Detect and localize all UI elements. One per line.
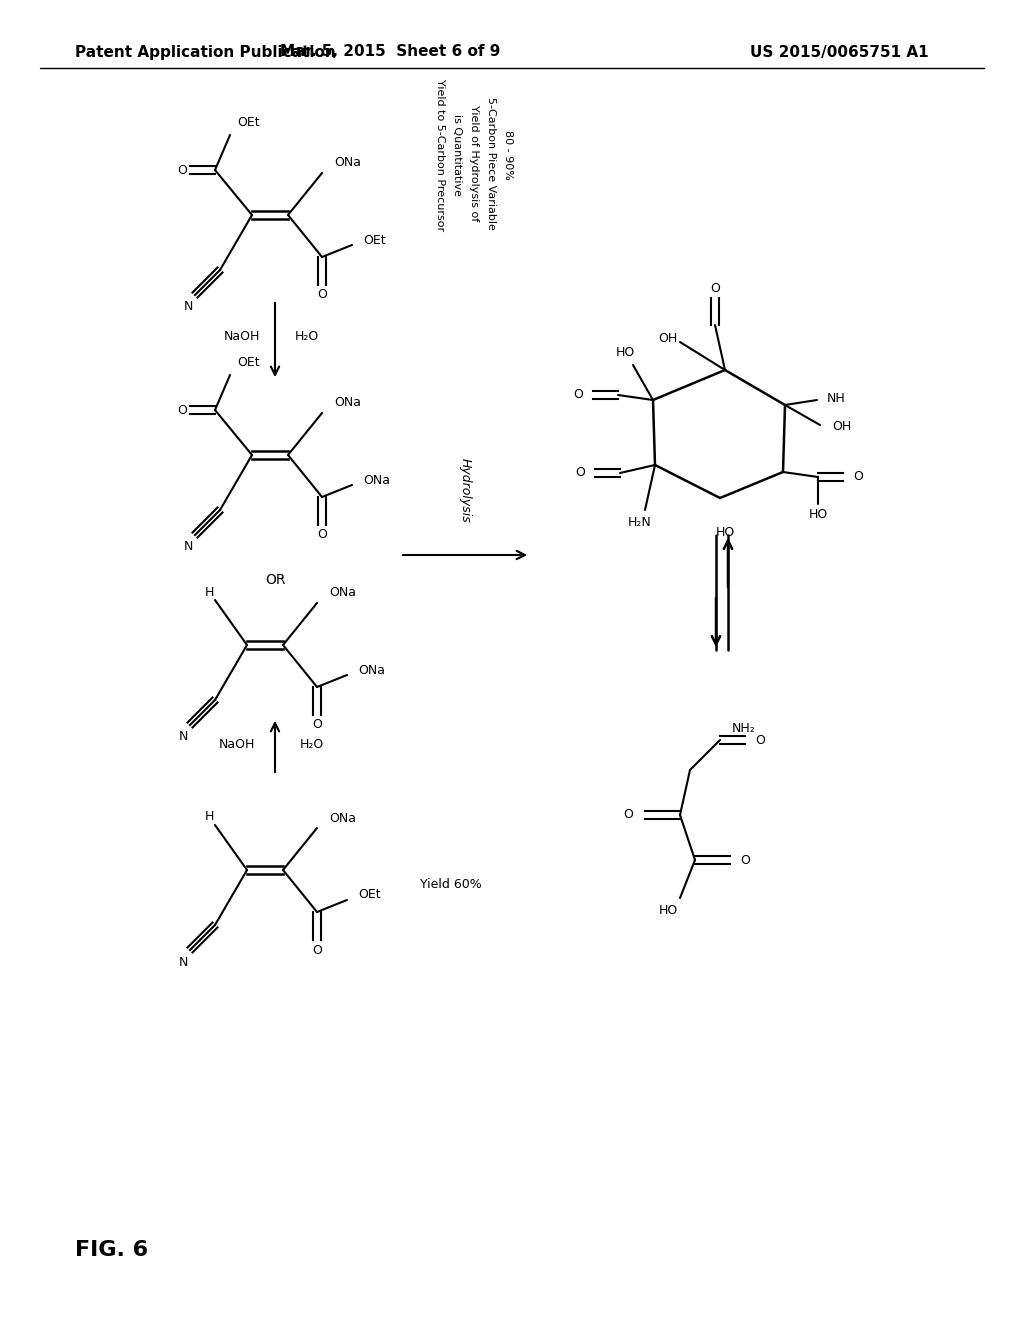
- Text: O: O: [575, 466, 585, 479]
- Text: OEt: OEt: [362, 234, 386, 247]
- Text: H₂N: H₂N: [628, 516, 652, 529]
- Text: ONa: ONa: [329, 812, 356, 825]
- Text: O: O: [312, 718, 322, 731]
- Text: H₂O: H₂O: [295, 330, 319, 343]
- Text: O: O: [853, 470, 863, 483]
- Text: FIG. 6: FIG. 6: [75, 1239, 148, 1261]
- Text: H: H: [205, 810, 214, 824]
- Text: NH₂: NH₂: [732, 722, 756, 734]
- Text: Patent Application Publication: Patent Application Publication: [75, 45, 336, 59]
- Text: O: O: [755, 734, 765, 747]
- Text: Hydrolysis: Hydrolysis: [459, 458, 471, 523]
- Text: OH: OH: [658, 331, 678, 345]
- Text: N: N: [178, 956, 187, 969]
- Text: NaOH: NaOH: [219, 738, 255, 751]
- Text: ONa: ONa: [334, 396, 361, 409]
- Text: H₂O: H₂O: [300, 738, 325, 751]
- Text: OEt: OEt: [237, 356, 260, 370]
- Text: NH: NH: [827, 392, 846, 404]
- Text: O: O: [177, 164, 187, 177]
- Text: 80 - 90%: 80 - 90%: [503, 131, 513, 180]
- Text: US 2015/0065751 A1: US 2015/0065751 A1: [750, 45, 929, 59]
- Text: O: O: [710, 281, 720, 294]
- Text: HO: HO: [808, 507, 827, 520]
- Text: O: O: [177, 404, 187, 417]
- Text: Mar. 5, 2015  Sheet 6 of 9: Mar. 5, 2015 Sheet 6 of 9: [280, 45, 500, 59]
- Text: OH: OH: [831, 421, 851, 433]
- Text: HO: HO: [615, 346, 635, 359]
- Text: O: O: [573, 388, 583, 401]
- Text: NaOH: NaOH: [223, 330, 260, 343]
- Text: is Quantitative: is Quantitative: [452, 114, 462, 195]
- Text: OEt: OEt: [358, 888, 381, 902]
- Text: O: O: [740, 854, 750, 866]
- Text: HO: HO: [716, 527, 734, 540]
- Text: Yield 60%: Yield 60%: [420, 879, 481, 891]
- Text: O: O: [624, 808, 633, 821]
- Text: HO: HO: [658, 903, 678, 916]
- Text: OR: OR: [265, 573, 286, 587]
- Text: 5-Carbon Piece Variable: 5-Carbon Piece Variable: [486, 96, 496, 230]
- Text: OEt: OEt: [237, 116, 260, 129]
- Text: ONa: ONa: [334, 157, 361, 169]
- Text: ONa: ONa: [358, 664, 385, 676]
- Text: Yield to 5-Carbon Precursor: Yield to 5-Carbon Precursor: [435, 79, 445, 231]
- Text: N: N: [183, 540, 193, 553]
- Text: ONa: ONa: [362, 474, 390, 487]
- Text: O: O: [317, 528, 327, 541]
- Text: O: O: [317, 289, 327, 301]
- Text: Yield of Hydrolysis of: Yield of Hydrolysis of: [469, 104, 479, 222]
- Text: N: N: [178, 730, 187, 743]
- Text: H: H: [205, 586, 214, 598]
- Text: O: O: [312, 944, 322, 957]
- Text: N: N: [183, 301, 193, 314]
- Text: ONa: ONa: [329, 586, 356, 599]
